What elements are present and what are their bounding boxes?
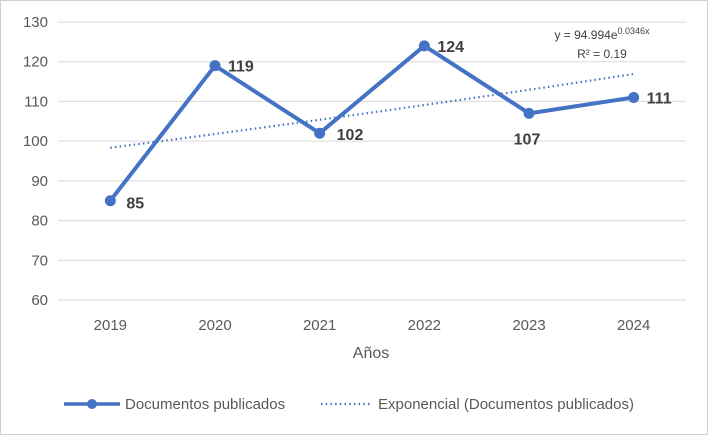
data-point-2024 bbox=[628, 91, 640, 103]
data-point-2022 bbox=[418, 40, 430, 52]
x-tick-label: 2021 bbox=[303, 317, 336, 334]
data-point-2019 bbox=[104, 195, 116, 207]
x-tick-label: 2022 bbox=[408, 317, 441, 334]
data-point-2021 bbox=[314, 127, 326, 139]
y-tick-label: 110 bbox=[24, 93, 48, 110]
legend-trendline-label: Exponencial (Documentos publicados) bbox=[378, 396, 634, 413]
trendline-equation: y = 94.994e0.0346x bbox=[554, 26, 650, 42]
data-label-2019: 85 bbox=[126, 196, 144, 213]
data-label-2021: 102 bbox=[337, 127, 364, 144]
data-point-2023 bbox=[523, 107, 535, 119]
x-tick-label: 2020 bbox=[198, 317, 231, 334]
y-tick-label: 70 bbox=[31, 252, 48, 269]
x-tick-label: 2019 bbox=[94, 317, 127, 334]
y-tick-label: 60 bbox=[31, 292, 48, 309]
trendline-equation-base: y = 94.994e bbox=[554, 28, 617, 42]
data-label-2022: 124 bbox=[437, 39, 464, 56]
y-tick-label: 90 bbox=[31, 173, 48, 190]
data-label-2023: 107 bbox=[514, 131, 541, 148]
y-tick-label: 120 bbox=[23, 54, 48, 71]
data-label-2020: 119 bbox=[228, 59, 254, 76]
legend-series-label: Documentos publicados bbox=[125, 396, 285, 413]
x-axis-title: Años bbox=[353, 345, 389, 362]
series-group bbox=[104, 40, 640, 207]
y-tick-label: 100 bbox=[23, 133, 48, 150]
x-axis-tick-labels: 2019 2020 2021 2022 2023 2024 bbox=[94, 317, 651, 334]
data-point-2020 bbox=[209, 60, 221, 72]
x-tick-label: 2024 bbox=[617, 317, 650, 334]
series-line-documentos bbox=[108, 43, 634, 202]
legend-series-marker bbox=[87, 399, 97, 409]
data-label-2024: 111 bbox=[647, 90, 672, 107]
trendline-exponential bbox=[110, 72, 634, 149]
trendline-equation-exponent: 0.0346x bbox=[618, 26, 651, 36]
y-axis-tick-labels: 60 70 80 90 100 110 120 130 bbox=[23, 14, 48, 309]
gridlines bbox=[58, 21, 686, 301]
data-labels: 85 119 102 124 107 111 bbox=[126, 39, 671, 213]
legend: Documentos publicados Exponencial (Docum… bbox=[64, 396, 634, 413]
x-tick-label: 2023 bbox=[512, 317, 545, 334]
trendline-r-squared: R² = 0.19 bbox=[577, 47, 627, 61]
y-tick-label: 130 bbox=[23, 14, 48, 31]
y-tick-label: 80 bbox=[31, 213, 48, 230]
trendline-group bbox=[110, 72, 634, 149]
